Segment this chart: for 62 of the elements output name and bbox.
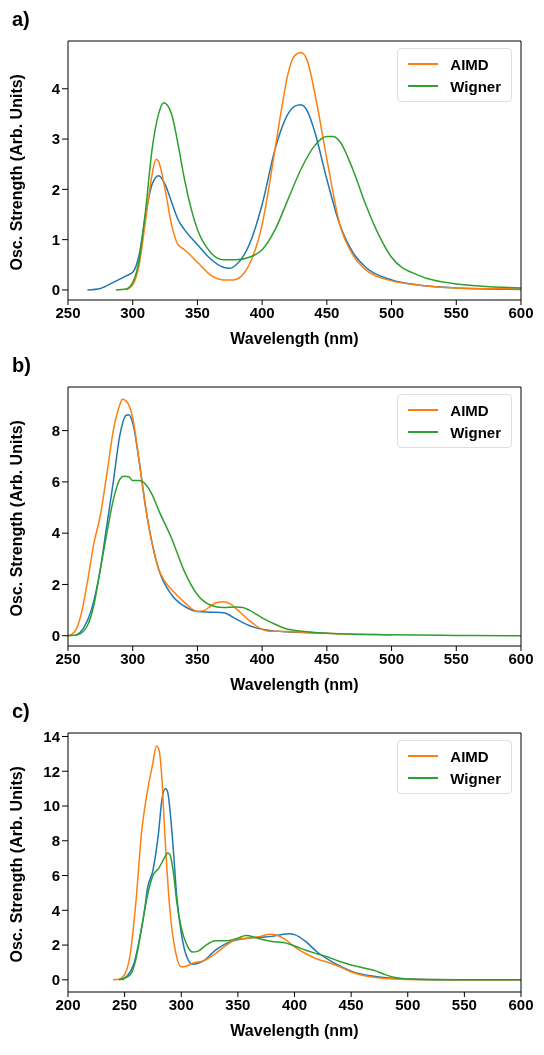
x-tick-label: 450 [338,995,364,1013]
y-tick-label: 0 [51,281,60,299]
legend-label: AIMD [450,401,489,419]
legend-label: AIMD [450,747,489,765]
x-axis-title: Wavelength (nm) [230,1022,359,1039]
x-tick-label: 600 [508,303,534,321]
x-tick-label: 200 [55,995,81,1013]
x-tick-label: 450 [314,649,340,667]
y-tick-label: 0 [51,971,60,989]
x-tick-label: 500 [379,303,405,321]
x-tick-label: 500 [395,995,421,1013]
x-tick-label: 500 [379,649,405,667]
x-tick-label: 400 [249,303,275,321]
y-tick-label: 1 [51,230,60,248]
x-tick-label: 450 [314,303,340,321]
y-tick-label: 6 [51,473,60,491]
y-axis-title: Osc. Strength (Arb. Units) [7,766,25,963]
y-tick-label: 8 [51,832,60,850]
chart-title: b) [11,354,32,378]
legend-label: Wigner [450,769,501,787]
x-tick-label: 600 [508,995,534,1013]
legend-label: AIMD [450,55,489,73]
y-tick-label: 12 [43,762,60,780]
line-series [125,51,521,291]
x-tick-label: 250 [55,303,81,321]
y-tick-label: 8 [51,421,60,439]
x-tick-label: 350 [184,303,210,321]
y-tick-label: 2 [51,180,60,198]
x-tick-label: 300 [168,995,194,1013]
y-tick-label: 6 [51,866,60,884]
y-tick-label: 4 [51,80,61,98]
y-tick-label: 2 [51,575,60,593]
chart-title: a) [11,8,31,32]
x-tick-label: 250 [112,995,138,1013]
x-tick-label: 250 [55,649,81,667]
y-tick-label: 4 [51,524,61,542]
line-series [68,475,521,637]
y-tick-label: 2 [51,936,60,954]
chart-title: c) [11,700,31,724]
line-series [118,852,521,981]
y-tick-label: 4 [51,901,61,919]
y-tick-label: 10 [43,797,60,815]
y-tick-label: 0 [51,627,60,645]
x-tick-label: 300 [120,303,146,321]
x-axis-title: Wavelength (nm) [230,676,359,693]
x-tick-label: 550 [451,995,477,1013]
x-axis-title: Wavelength (nm) [230,330,359,347]
y-axis-title: Osc. Strength (Arb. Units) [7,74,25,271]
x-tick-label: 300 [120,649,146,667]
y-axis-title: Osc. Strength (Arb. Units) [7,420,25,617]
x-tick-label: 400 [281,995,308,1013]
x-tick-label: 550 [443,649,469,667]
legend-label: Wigner [450,423,501,441]
x-tick-label: 400 [249,649,275,667]
y-tick-label: 14 [43,727,61,745]
line-series [68,398,393,637]
x-tick-label: 350 [225,995,251,1013]
x-tick-label: 550 [443,303,469,321]
x-tick-label: 350 [184,649,210,667]
y-tick-label: 3 [51,130,60,148]
legend-label: Wigner [450,77,501,95]
x-tick-label: 600 [508,649,534,667]
